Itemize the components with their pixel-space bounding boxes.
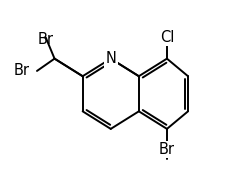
Text: Br: Br [14,63,30,78]
Text: Br: Br [159,142,175,157]
Text: Cl: Cl [160,30,174,45]
Text: Br: Br [38,32,54,47]
Text: N: N [105,51,116,66]
